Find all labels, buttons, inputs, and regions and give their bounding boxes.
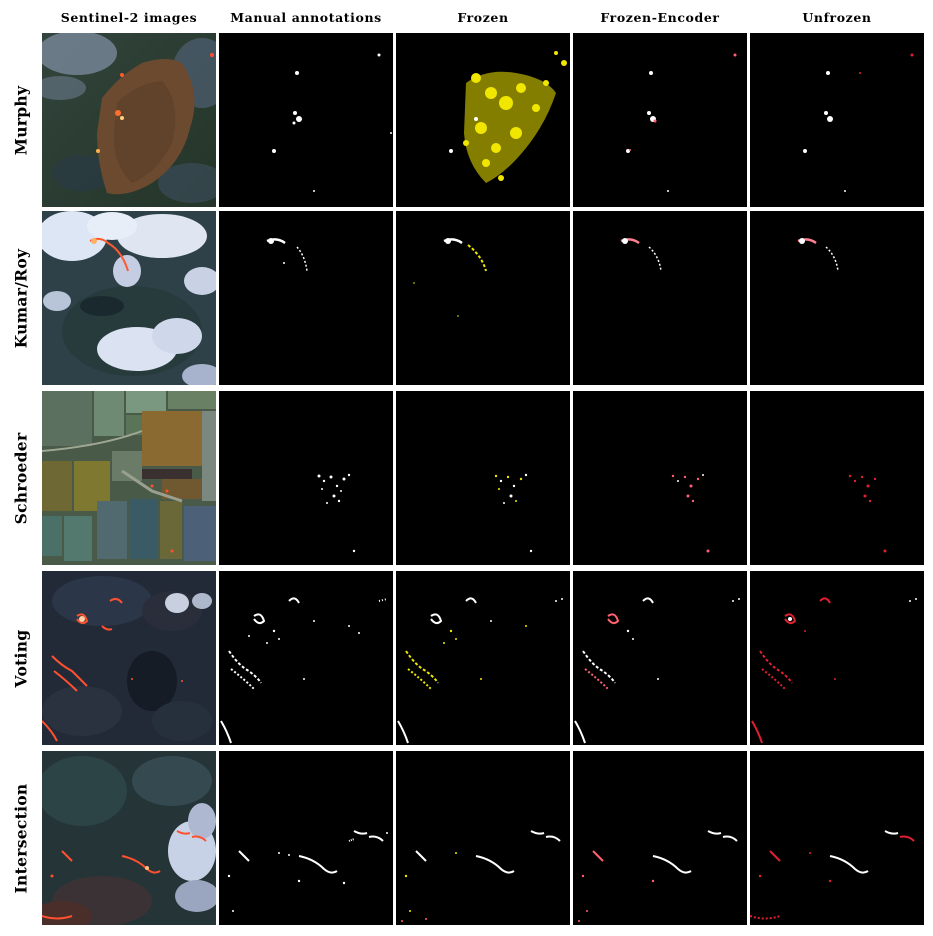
manual-annotation-voting (219, 571, 393, 745)
sentinel-image-intersection (42, 751, 216, 925)
row-label-murphy: Murphy (2, 33, 40, 207)
sentinel-image-voting (42, 571, 216, 745)
row-label-voting-text: Voting (11, 629, 31, 687)
col-header-sentinel-2-images: Sentinel-2 images (60, 10, 198, 25)
row-label-schroeder-text: Schroeder (11, 432, 31, 524)
col-header-unfrozen: Unfrozen (802, 10, 872, 25)
manual-annotation-schroeder (219, 391, 393, 565)
col-header-frozen: Frozen (457, 10, 509, 25)
frozen-prediction-schroeder (396, 391, 570, 565)
manual-annotation-murphy (219, 33, 393, 207)
sentinel-image-kumar-roy (42, 211, 216, 385)
frozen-encoder-prediction-intersection (573, 751, 747, 925)
manual-annotation-intersection (219, 751, 393, 925)
col-header-manual-annotations: Manual annotations (230, 10, 382, 25)
frozen-prediction-kumar-roy (396, 211, 570, 385)
sentinel-image-schroeder (42, 391, 216, 565)
row-label-intersection-text: Intersection (11, 783, 31, 893)
frozen-encoder-prediction-murphy (573, 33, 747, 207)
unfrozen-prediction-schroeder (750, 391, 924, 565)
frozen-encoder-prediction-schroeder (573, 391, 747, 565)
frozen-encoder-prediction-kumar-roy (573, 211, 747, 385)
row-label-murphy-text: Murphy (11, 85, 31, 155)
row-label-schroeder: Schroeder (2, 391, 40, 565)
row-label-kumar-roy: Kumar/Roy (2, 211, 40, 385)
frozen-prediction-intersection (396, 751, 570, 925)
manual-annotation-kumar-roy (219, 211, 393, 385)
row-label-voting: Voting (2, 571, 40, 745)
col-header-frozen-encoder: Frozen-Encoder (600, 10, 720, 25)
frozen-prediction-voting (396, 571, 570, 745)
unfrozen-prediction-voting (750, 571, 924, 745)
unfrozen-prediction-kumar-roy (750, 211, 924, 385)
frozen-prediction-murphy (396, 33, 570, 207)
frozen-encoder-prediction-voting (573, 571, 747, 745)
sentinel-image-murphy (42, 33, 216, 207)
unfrozen-prediction-murphy (750, 33, 924, 207)
row-label-intersection: Intersection (2, 751, 40, 925)
unfrozen-prediction-intersection (750, 751, 924, 925)
row-label-kumar-roy-text: Kumar/Roy (11, 248, 31, 348)
